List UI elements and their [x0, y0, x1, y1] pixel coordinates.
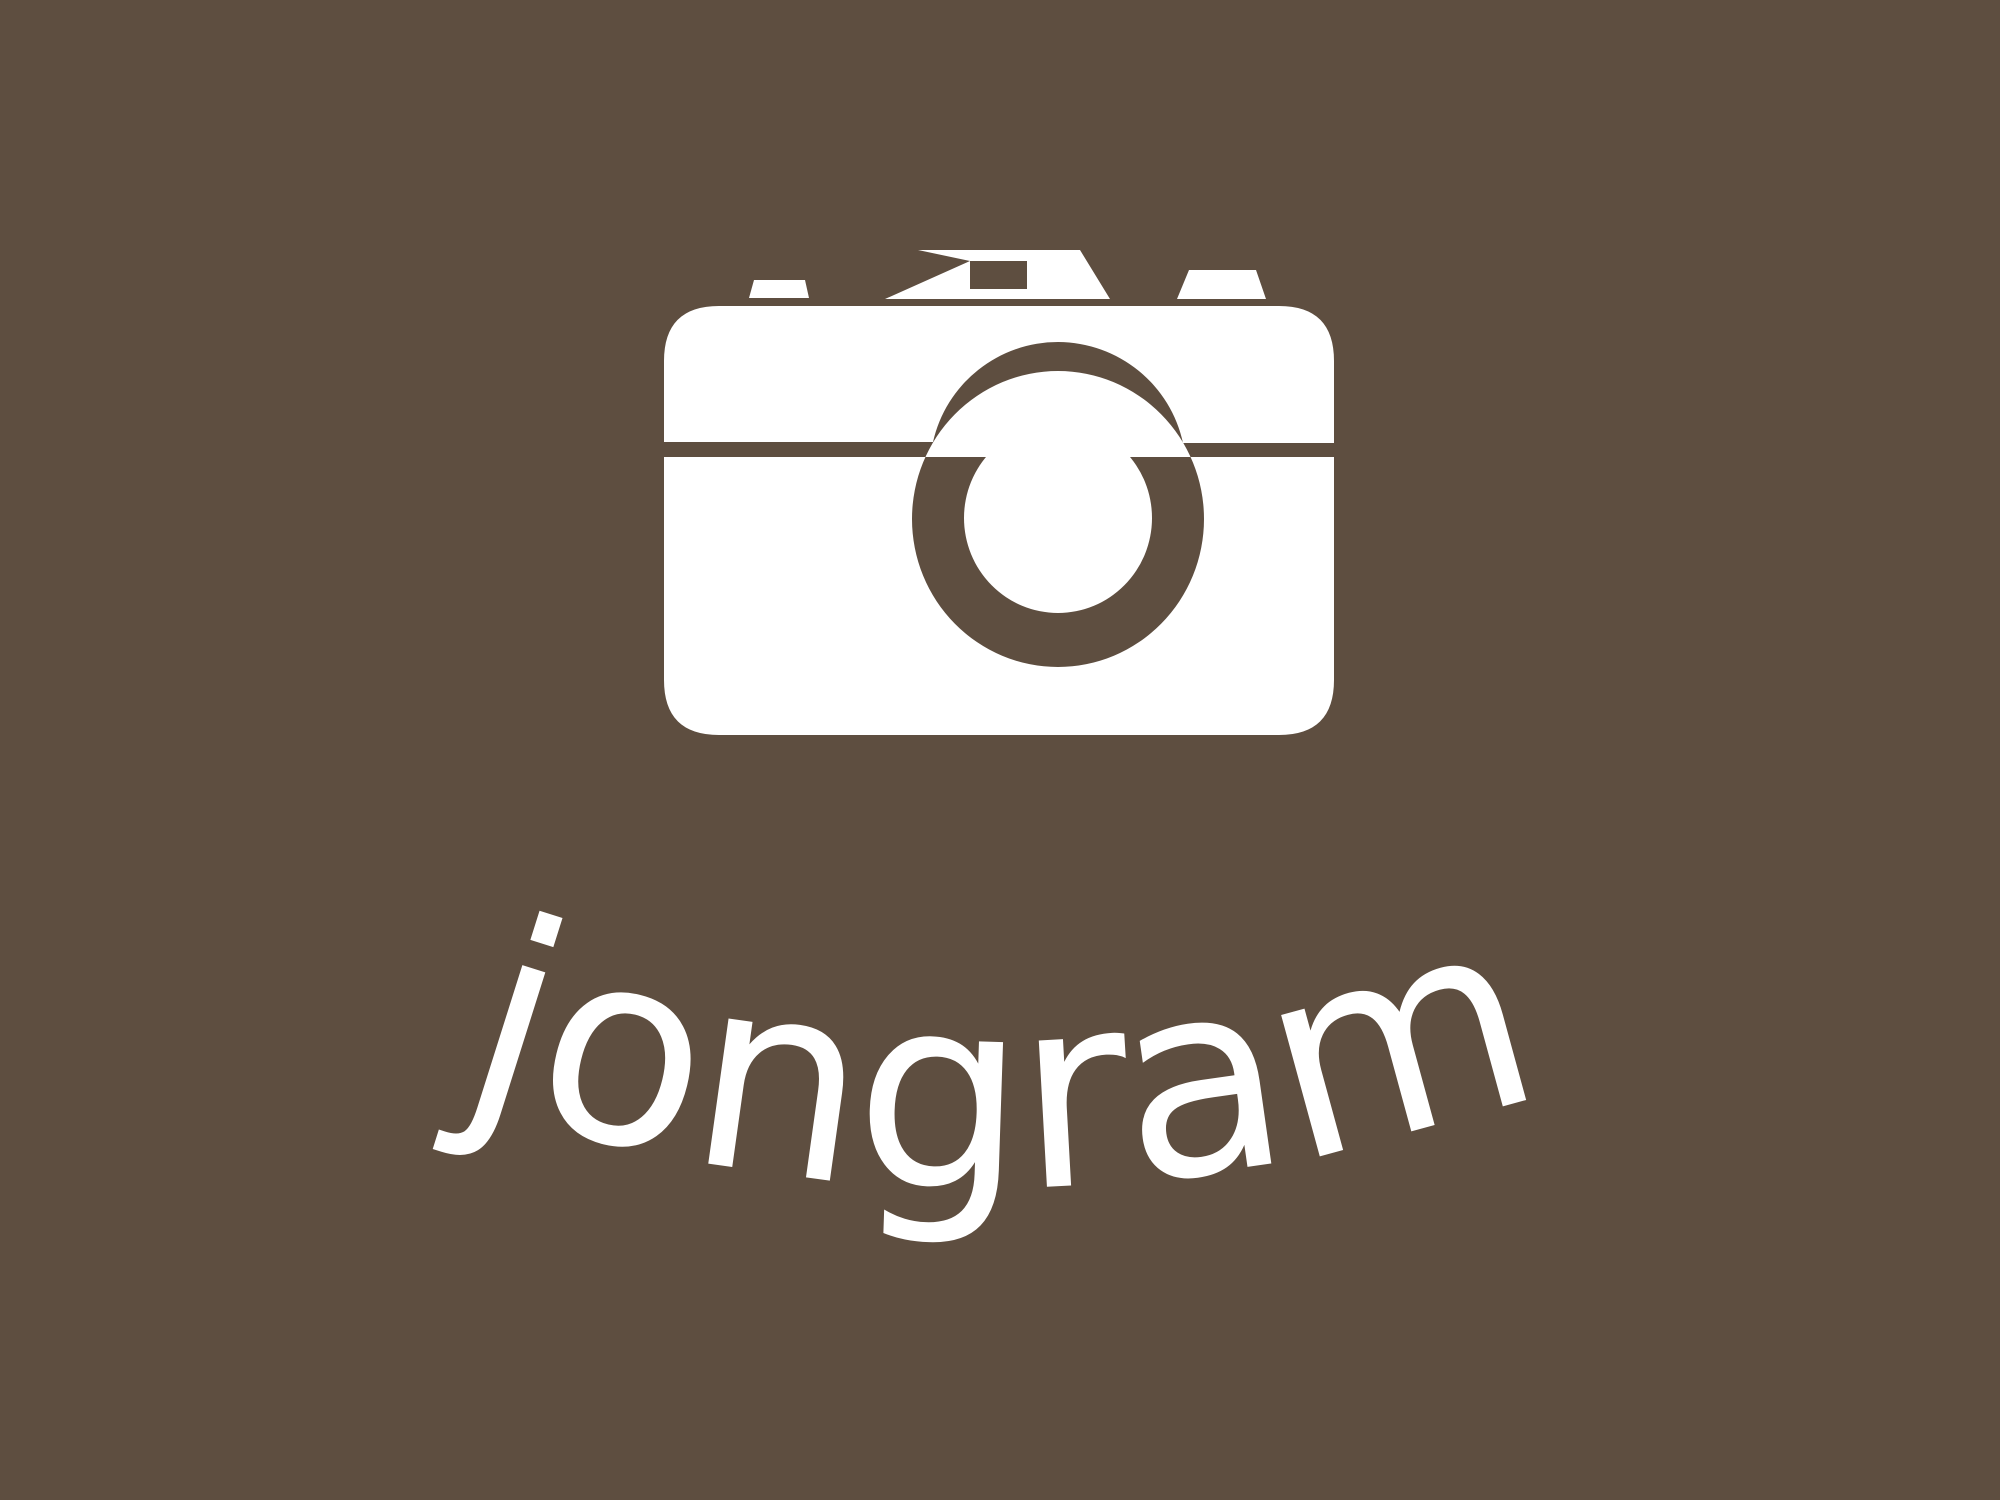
camera-viewfinder	[885, 250, 1110, 299]
camera-left-button	[749, 280, 809, 298]
wordmark-text: jongram	[427, 855, 1565, 1254]
wordmark: jongram	[427, 855, 1565, 1254]
camera-body-bottom	[664, 371, 1334, 735]
camera-icon	[664, 250, 1334, 735]
camera-body-top	[664, 306, 1334, 443]
camera-lens	[964, 423, 1152, 613]
camera-right-button	[1177, 270, 1266, 299]
